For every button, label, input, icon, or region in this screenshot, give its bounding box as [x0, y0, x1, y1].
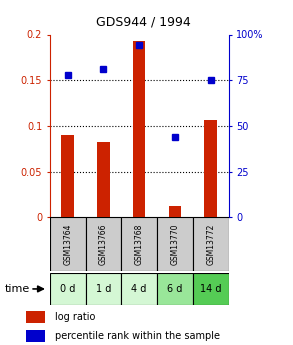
Bar	[50, 273, 86, 305]
Bar	[133, 41, 145, 217]
Text: 0 d: 0 d	[60, 284, 75, 294]
Bar	[169, 206, 181, 217]
Bar	[86, 273, 121, 305]
Text: percentile rank within the sample: percentile rank within the sample	[55, 331, 220, 341]
Bar	[26, 312, 45, 323]
Text: 1 d: 1 d	[96, 284, 111, 294]
Text: GSM13764: GSM13764	[63, 223, 72, 265]
Bar	[62, 135, 74, 217]
Bar	[121, 217, 157, 271]
Bar	[193, 217, 229, 271]
Bar	[205, 120, 217, 217]
Text: GSM13770: GSM13770	[171, 223, 179, 265]
Text: 6 d: 6 d	[167, 284, 183, 294]
Text: 14 d: 14 d	[200, 284, 222, 294]
Text: GSM13772: GSM13772	[206, 224, 215, 265]
Bar	[121, 273, 157, 305]
Bar	[193, 273, 229, 305]
Bar	[26, 330, 45, 342]
Text: 4 d: 4 d	[132, 284, 147, 294]
Text: GDS944 / 1994: GDS944 / 1994	[96, 16, 191, 29]
Bar	[50, 217, 86, 271]
Bar	[157, 217, 193, 271]
Bar	[157, 273, 193, 305]
Text: GSM13766: GSM13766	[99, 223, 108, 265]
Text: GSM13768: GSM13768	[135, 224, 144, 265]
Text: time: time	[4, 284, 30, 294]
Bar	[86, 217, 121, 271]
Bar	[97, 142, 110, 217]
Text: log ratio: log ratio	[55, 313, 96, 323]
